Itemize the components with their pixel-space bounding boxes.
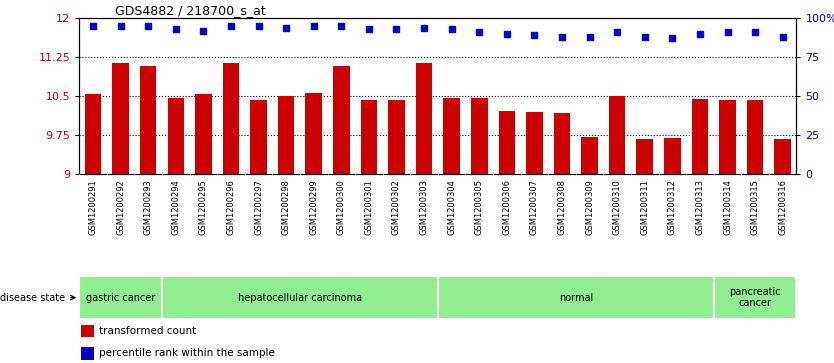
Bar — [168, 98, 184, 174]
Text: GSM1200310: GSM1200310 — [613, 179, 621, 235]
Bar — [471, 98, 488, 174]
Bar — [305, 93, 322, 174]
Bar — [278, 96, 294, 174]
Text: transformed count: transformed count — [99, 326, 197, 336]
Bar — [714, 276, 796, 319]
Bar — [360, 100, 377, 174]
Bar — [416, 63, 432, 174]
Text: GSM1200291: GSM1200291 — [88, 179, 98, 235]
Text: GSM1200297: GSM1200297 — [254, 179, 263, 235]
Text: GSM1200299: GSM1200299 — [309, 179, 319, 235]
Text: normal: normal — [559, 293, 593, 303]
Text: GSM1200296: GSM1200296 — [227, 179, 235, 235]
Bar — [223, 63, 239, 174]
Text: GSM1200300: GSM1200300 — [337, 179, 346, 235]
Text: gastric cancer: gastric cancer — [86, 293, 155, 303]
Text: GSM1200306: GSM1200306 — [502, 179, 511, 235]
Bar — [195, 94, 212, 174]
Text: GSM1200316: GSM1200316 — [778, 179, 787, 235]
Bar — [581, 137, 598, 174]
Text: GSM1200315: GSM1200315 — [751, 179, 760, 235]
Text: disease state: disease state — [0, 293, 75, 303]
Text: GSM1200312: GSM1200312 — [668, 179, 677, 235]
Text: GSM1200309: GSM1200309 — [585, 179, 594, 235]
Bar — [333, 66, 349, 174]
Bar — [388, 100, 404, 174]
Bar — [82, 325, 94, 337]
Bar — [746, 100, 763, 174]
Text: GSM1200303: GSM1200303 — [420, 179, 429, 235]
Text: percentile rank within the sample: percentile rank within the sample — [99, 348, 275, 358]
Text: GDS4882 / 218700_s_at: GDS4882 / 218700_s_at — [115, 4, 266, 17]
Text: GSM1200305: GSM1200305 — [475, 179, 484, 235]
Text: GSM1200311: GSM1200311 — [641, 179, 649, 235]
Text: GSM1200307: GSM1200307 — [530, 179, 539, 235]
Text: GSM1200294: GSM1200294 — [171, 179, 180, 235]
Text: GSM1200308: GSM1200308 — [557, 179, 566, 235]
Bar — [636, 139, 653, 174]
Bar — [250, 100, 267, 174]
Bar — [82, 347, 94, 359]
Bar — [79, 276, 162, 319]
Text: GSM1200314: GSM1200314 — [723, 179, 732, 235]
Bar — [85, 94, 101, 174]
Text: GSM1200292: GSM1200292 — [116, 179, 125, 235]
Bar — [664, 138, 681, 174]
Text: GSM1200313: GSM1200313 — [696, 179, 705, 235]
Bar — [162, 276, 438, 319]
Text: hepatocellular carcinoma: hepatocellular carcinoma — [238, 293, 362, 303]
Bar — [444, 98, 460, 174]
Bar — [499, 111, 515, 174]
Text: pancreatic
cancer: pancreatic cancer — [729, 287, 781, 309]
Bar — [719, 100, 736, 174]
Bar — [140, 66, 157, 174]
Bar — [526, 112, 543, 174]
Bar — [609, 96, 626, 174]
Bar — [554, 113, 570, 174]
Bar — [438, 276, 714, 319]
Text: GSM1200295: GSM1200295 — [198, 179, 208, 235]
Text: GSM1200304: GSM1200304 — [447, 179, 456, 235]
Text: GSM1200301: GSM1200301 — [364, 179, 374, 235]
Text: GSM1200298: GSM1200298 — [282, 179, 290, 235]
Bar — [691, 99, 708, 174]
Text: GSM1200293: GSM1200293 — [143, 179, 153, 235]
Bar — [775, 139, 791, 174]
Text: GSM1200302: GSM1200302 — [392, 179, 401, 235]
Bar — [113, 63, 129, 174]
